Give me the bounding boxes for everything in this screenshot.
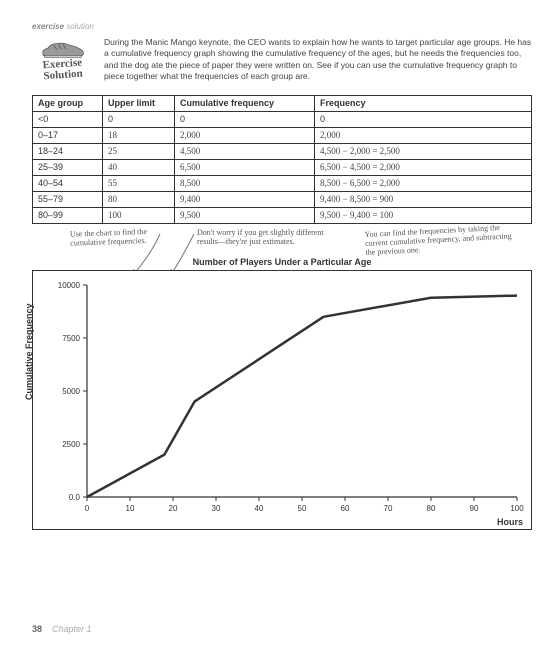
table-cell: 6,500 − 4,500 = 2,000 [315, 159, 532, 175]
badge-line2: Solution [43, 69, 83, 83]
svg-text:10: 10 [126, 504, 135, 513]
header-bold: exercise [32, 22, 64, 31]
svg-text:60: 60 [341, 504, 350, 513]
table-cell: 25–39 [33, 159, 103, 175]
table-cell: 18 [103, 127, 175, 143]
table-cell: 40 [103, 159, 175, 175]
page-header: exercise solution [32, 22, 532, 31]
table-cell: 9,500 [175, 207, 315, 223]
table-row: 18–24254,5004,500 − 2,000 = 2,500 [33, 143, 532, 159]
exercise-solution-badge: Exercise Solution [32, 37, 94, 83]
table-row: 0–17182,0002,000 [33, 127, 532, 143]
chart-plot: 0.0 2500 5000 7500 10000 0 10 20 30 40 50 60 70 80 90 1… [33, 271, 529, 527]
badge-text: Exercise Solution [43, 58, 84, 83]
table-cell: <0 [33, 111, 103, 127]
svg-text:90: 90 [470, 504, 479, 513]
frequency-table: Age groupUpper limitCumulative frequency… [32, 95, 532, 224]
table-cell: 2,000 [315, 127, 532, 143]
page-footer: 38 Chapter 1 [32, 624, 92, 634]
table-cell: 9,400 − 8,500 = 900 [315, 191, 532, 207]
svg-text:80: 80 [427, 504, 436, 513]
table-cell: 9,500 − 9,400 = 100 [315, 207, 532, 223]
table-cell: 6,500 [175, 159, 315, 175]
table-cell: 80–99 [33, 207, 103, 223]
table-row: 55–79809,4009,400 − 8,500 = 900 [33, 191, 532, 207]
header-light: solution [66, 22, 94, 31]
intro-paragraph: During the Manic Mango keynote, the CEO … [104, 37, 532, 83]
svg-text:7500: 7500 [62, 334, 80, 343]
table-row: <0000 [33, 111, 532, 127]
table-header: Cumulative frequency [175, 95, 315, 111]
svg-text:0.0: 0.0 [69, 493, 81, 502]
table-cell: 18–24 [33, 143, 103, 159]
table-cell: 100 [103, 207, 175, 223]
svg-text:70: 70 [384, 504, 393, 513]
svg-text:20: 20 [169, 504, 178, 513]
table-cell: 9,400 [175, 191, 315, 207]
table-header: Upper limit [103, 95, 175, 111]
table-cell: 8,500 − 6,500 = 2,000 [315, 175, 532, 191]
svg-text:100: 100 [510, 504, 524, 513]
table-cell: 0 [103, 111, 175, 127]
svg-text:50: 50 [298, 504, 307, 513]
table-header: Frequency [315, 95, 532, 111]
table-cell: 0 [315, 111, 532, 127]
table-cell: 0–17 [33, 127, 103, 143]
svg-text:5000: 5000 [62, 387, 80, 396]
table-cell: 2,000 [175, 127, 315, 143]
chapter-label: Chapter 1 [52, 624, 92, 634]
table-header: Age group [33, 95, 103, 111]
table-cell: 80 [103, 191, 175, 207]
table-cell: 0 [175, 111, 315, 127]
table-cell: 8,500 [175, 175, 315, 191]
table-cell: 40–54 [33, 175, 103, 191]
table-row: 25–39406,5006,500 − 4,500 = 2,000 [33, 159, 532, 175]
cumulative-frequency-chart: Number of Players Under a Particular Age… [32, 270, 532, 530]
table-row: 80–991009,5009,500 − 9,400 = 100 [33, 207, 532, 223]
table-cell: 4,500 − 2,000 = 2,500 [315, 143, 532, 159]
svg-text:40: 40 [255, 504, 264, 513]
table-row: 40–54558,5008,500 − 6,500 = 2,000 [33, 175, 532, 191]
svg-text:30: 30 [212, 504, 221, 513]
table-cell: 55 [103, 175, 175, 191]
svg-text:10000: 10000 [58, 281, 81, 290]
svg-text:2500: 2500 [62, 440, 80, 449]
chart-title: Number of Players Under a Particular Age [189, 257, 376, 267]
page-number: 38 [32, 624, 42, 634]
intro-row: Exercise Solution During the Manic Mango… [32, 37, 532, 83]
table-cell: 4,500 [175, 143, 315, 159]
svg-text:0: 0 [85, 504, 90, 513]
table-cell: 55–79 [33, 191, 103, 207]
table-cell: 25 [103, 143, 175, 159]
